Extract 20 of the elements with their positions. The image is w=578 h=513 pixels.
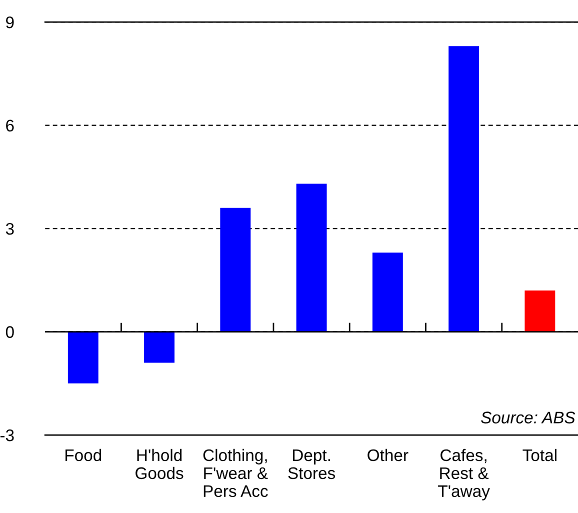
- y-tick-label: 0: [6, 326, 14, 338]
- bar: [524, 290, 556, 332]
- annotation: Source: ABS: [481, 412, 576, 424]
- x-tick-label: Food: [66, 448, 102, 462]
- bar: [296, 184, 327, 332]
- x-tick-label: Dept. Stores: [288, 450, 336, 480]
- y-tick-label: 9: [6, 16, 14, 28]
- y-tick-label: 3: [6, 222, 14, 235]
- bar: [372, 252, 403, 332]
- x-tick-label: H'hold Goods: [136, 448, 184, 480]
- bar: [448, 46, 480, 332]
- bar: [220, 208, 251, 332]
- y-tick-label: -3: [0, 429, 14, 442]
- y-tick-label: 6: [6, 120, 14, 132]
- x-tick-label: Other: [368, 448, 408, 462]
- bar: [68, 332, 98, 384]
- x-tick-label: Clothing, F'wear & Pers Acc: [203, 448, 268, 498]
- x-tick-label: Cafes, Rest & T'away: [438, 448, 490, 500]
- x-tick-label: Total: [522, 448, 556, 462]
- bar: [144, 332, 175, 363]
